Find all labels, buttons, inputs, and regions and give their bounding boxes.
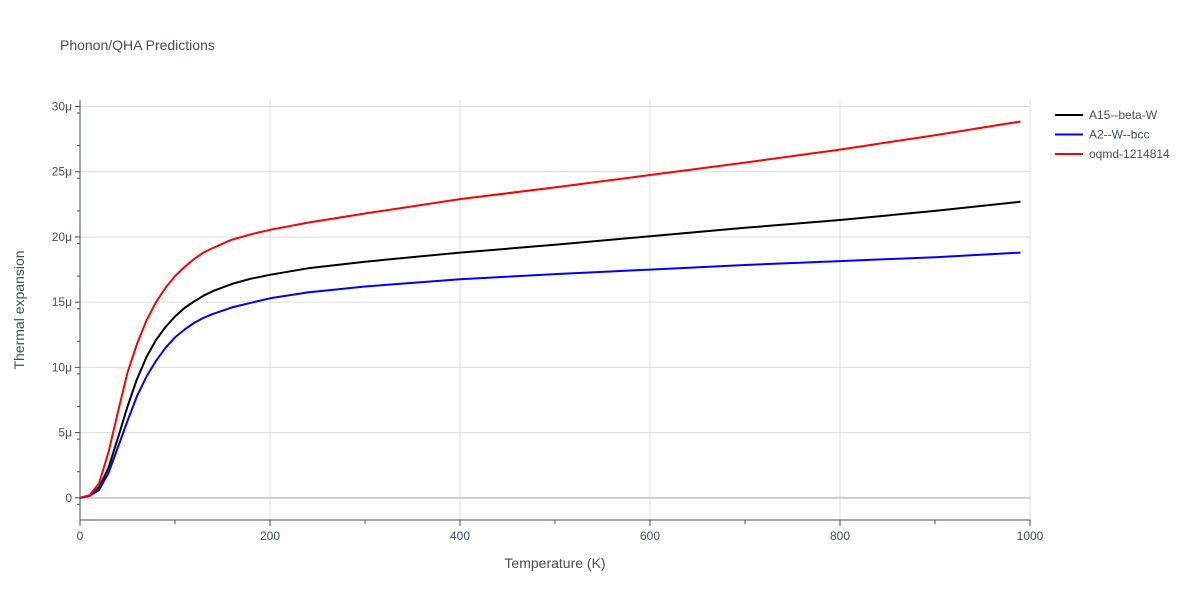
series-line-3[interactable] [79,120,1021,499]
series-line-2[interactable] [79,251,1021,499]
y-tick-label: 20μ [52,230,72,244]
series-layer [79,120,1021,499]
legend-label[interactable]: A15--beta-W [1089,108,1158,122]
legend-label[interactable]: oqmd-1214814 [1089,147,1170,161]
x-tick-label: 400 [450,529,470,543]
chart-title: Phonon/QHA Predictions [60,37,215,53]
y-tick-label: 10μ [52,360,72,374]
x-tick-label: 800 [830,529,850,543]
y-axis-title: Thermal expansion [11,250,27,369]
y-tick-label: 25μ [52,165,72,179]
y-tick-label: 30μ [52,100,72,114]
legend-label[interactable]: A2--W--bcc [1089,128,1149,142]
x-tick-label: 1000 [1017,529,1044,543]
y-tick-label: 15μ [52,295,72,309]
y-tick-label: 5μ [58,426,72,440]
x-tick-label: 0 [77,529,84,543]
y-tick-label: 0 [65,491,72,505]
series-line-1[interactable] [79,200,1021,499]
legend[interactable]: A15--beta-W A2--W--bcc oqmd-1214814 [1055,108,1170,161]
x-tick-label: 200 [260,529,280,543]
x-tick-label: 600 [640,529,660,543]
x-axis-title: Temperature (K) [504,555,605,571]
axes-layer: 0 200 400 600 800 1000 0 5μ 10μ 15μ 20μ 25μ 30μ [52,100,1044,543]
grid-layer [80,100,1031,520]
